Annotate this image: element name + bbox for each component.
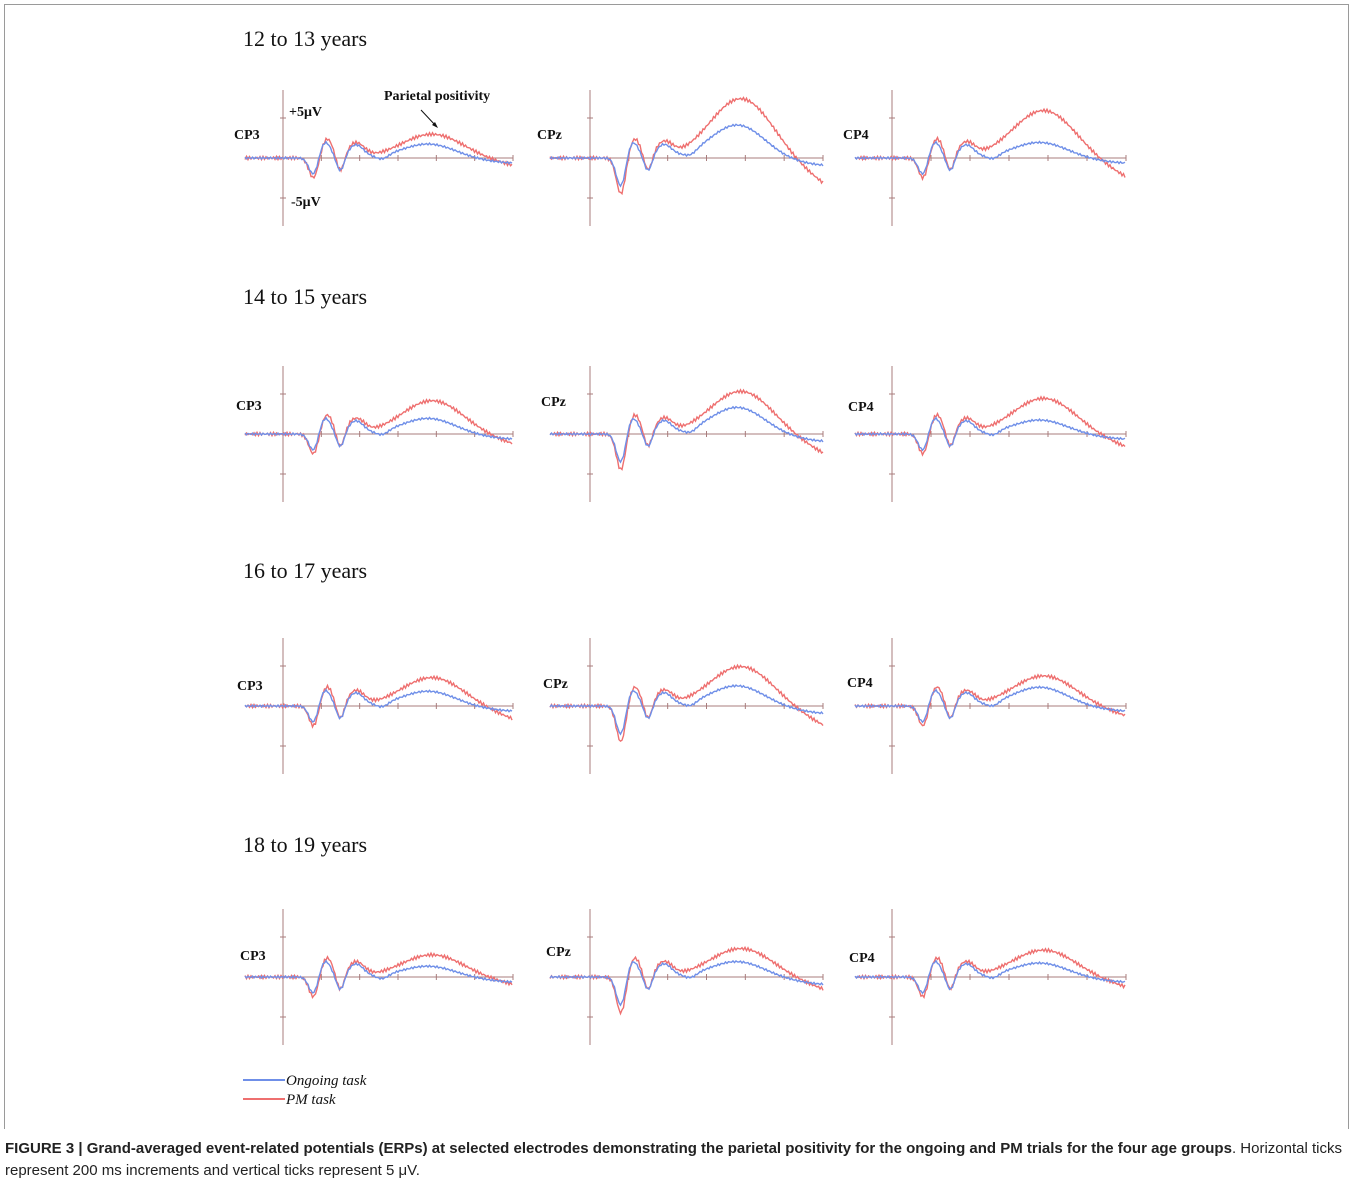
pm-task-waveform — [549, 96, 824, 196]
erp-panel-cpz-row3: CPz — [543, 638, 824, 774]
pm-task-waveform — [244, 951, 513, 1000]
electrode-label-cp4: CP4 — [847, 676, 873, 691]
ongoing-task-waveform — [854, 685, 1126, 724]
ongoing-task-waveform — [854, 140, 1126, 176]
row-title-16-17: 16 to 17 years — [243, 558, 368, 583]
electrode-label-cp3: CP3 — [237, 679, 263, 694]
erp-panel-cpz-row1: CPz — [537, 90, 824, 226]
erp-panel-cp3-row2: CP3 — [236, 366, 514, 502]
figure-caption: FIGURE 3 | Grand-averaged event-related … — [5, 1138, 1350, 1182]
scale-plus-label: +5μV — [289, 105, 322, 120]
ongoing-task-waveform — [549, 959, 824, 1007]
ongoing-task-waveform — [549, 123, 824, 188]
annotation-arrow — [420, 109, 438, 128]
ongoing-task-waveform — [549, 684, 824, 736]
erp-panel-cpz-row4: CPz — [546, 909, 824, 1045]
pm-task-waveform — [244, 674, 513, 729]
ongoing-task-waveform — [244, 416, 513, 451]
figure-frame — [4, 4, 1349, 1129]
electrode-label-cp4: CP4 — [848, 400, 874, 415]
pm-task-waveform — [854, 395, 1126, 457]
row-title-18-19: 18 to 19 years — [243, 832, 368, 857]
caption-rest: . Horizontal ticks represent 200 ms incr… — [5, 1140, 1342, 1179]
erp-panel-cp4-row3: CP4 — [847, 638, 1127, 774]
row-title-12-13: 12 to 13 years — [243, 26, 368, 51]
ongoing-task-waveform — [244, 688, 513, 723]
caption-bold: FIGURE 3 | Grand-averaged event-related … — [5, 1140, 1232, 1157]
ongoing-task-waveform — [854, 959, 1126, 995]
erp-panel-cp3-row4: CP3 — [240, 909, 514, 1045]
electrode-label-cpz: CPz — [541, 395, 566, 410]
erp-plots: CP3 CPz CP4 CP3 CPz CP4 CP3 CPz CP4 CP3 CPz CP4 +5μ… — [234, 89, 1127, 1108]
erp-panel-cp3-row3: CP3 — [237, 638, 514, 774]
ongoing-task-waveform — [854, 416, 1126, 452]
parietal-positivity-label: Parietal positivity — [384, 89, 490, 104]
pm-task-waveform — [244, 398, 513, 456]
electrode-label-cp4: CP4 — [843, 128, 869, 143]
electrode-label-cpz: CPz — [537, 128, 562, 143]
pm-task-waveform — [854, 673, 1126, 727]
erp-panel-cp4-row2: CP4 — [848, 366, 1127, 502]
pm-task-waveform — [854, 107, 1126, 182]
ongoing-task-waveform — [549, 405, 824, 464]
electrode-label-cp4: CP4 — [849, 951, 875, 966]
ongoing-task-waveform — [244, 140, 513, 175]
erp-panel-cp4-row4: CP4 — [849, 909, 1127, 1045]
erp-panel-cp3-row1: CP3 — [234, 90, 514, 226]
legend-ongoing-label: Ongoing task — [286, 1073, 367, 1089]
legend-pm-label: PM task — [285, 1092, 336, 1108]
electrode-label-cp3: CP3 — [240, 949, 266, 964]
pm-task-waveform — [549, 945, 824, 1016]
row-title-14-15: 14 to 15 years — [243, 284, 368, 309]
pm-task-waveform — [854, 947, 1126, 999]
electrode-label-cpz: CPz — [543, 677, 568, 692]
pm-task-waveform — [244, 131, 513, 180]
erp-panel-cpz-row2: CPz — [541, 366, 824, 502]
electrode-label-cp3: CP3 — [234, 128, 260, 143]
scale-minus-label: -5μV — [291, 195, 321, 210]
electrode-label-cpz: CPz — [546, 945, 571, 960]
electrode-label-cp3: CP3 — [236, 399, 262, 414]
erp-panel-cp4-row1: CP4 — [843, 90, 1127, 226]
ongoing-task-waveform — [244, 959, 513, 994]
